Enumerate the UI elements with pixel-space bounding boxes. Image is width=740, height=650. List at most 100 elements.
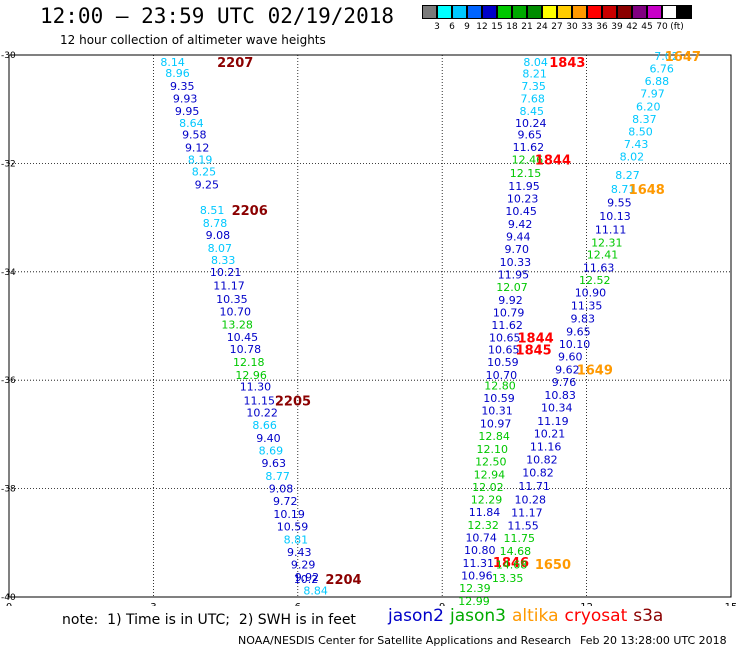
color-scale-swatch	[452, 5, 467, 19]
swh-value: 7.97	[640, 87, 665, 100]
swh-value: 7.02	[654, 50, 679, 63]
x-tick-label: 3	[150, 602, 156, 606]
swh-value: 12.10	[477, 443, 509, 456]
swh-value: 10.45	[505, 205, 537, 218]
legend-entry-s3a: s3a	[633, 606, 664, 626]
swh-value: 10.79	[493, 306, 525, 319]
swh-value: 10.74	[465, 531, 497, 544]
color-scale-swatch	[557, 5, 572, 19]
color-scale-label: 30	[566, 22, 578, 32]
swh-value: 9.72	[273, 495, 298, 508]
swh-value: 12.02	[472, 481, 504, 494]
swh-value: 10.59	[483, 392, 515, 405]
x-tick-label: 12	[580, 602, 593, 606]
swh-value: 10.80	[464, 544, 496, 557]
swh-value: 8.04	[523, 56, 548, 69]
color-scale-label: 18	[506, 22, 518, 32]
swh-value: 11.84	[469, 506, 501, 519]
swh-value: 8.37	[632, 113, 657, 126]
swh-value: 9.60	[558, 350, 583, 363]
legend-entry-altika: altika	[512, 606, 559, 626]
swh-value: 8.96	[165, 67, 190, 80]
color-scale-label: 70	[656, 22, 668, 32]
swh-value: 10.97	[480, 418, 512, 431]
swh-value: 10.34	[541, 401, 573, 414]
x-tick-label: 0	[6, 602, 12, 606]
swh-value: 9.08	[206, 229, 231, 242]
color-scale-swatch	[482, 5, 497, 19]
swh-value: 9.12	[185, 142, 210, 155]
swh-value: 10.65	[488, 343, 520, 356]
swh-value: 10.65	[489, 331, 521, 344]
swh-value: 12.18	[233, 356, 265, 369]
swh-value: 12.84	[478, 430, 510, 443]
x-tick-label: 15	[725, 602, 738, 606]
swh-value: 12.96	[235, 369, 267, 382]
color-scale-swatch	[512, 5, 527, 19]
swh-value: 10.33	[500, 256, 532, 269]
pass-time-label: 1648	[629, 183, 665, 198]
chart-subtitle: 12 hour collection of altimeter wave hei…	[60, 33, 326, 47]
swh-value: 9.93	[173, 92, 198, 105]
color-scale-label: 33	[581, 22, 593, 32]
swh-value: 11.15	[244, 394, 276, 407]
color-scale-label: 9	[464, 22, 470, 32]
plot-frame	[8, 54, 732, 598]
swh-value: 10.22	[246, 407, 278, 420]
swh-value: 11.62	[513, 141, 545, 154]
swh-value: 11.35	[571, 299, 603, 312]
swh-value: 8.51	[200, 204, 225, 217]
swh-value: 12.32	[467, 519, 499, 532]
swh-value: 12.46	[512, 154, 544, 167]
color-scale-label: 39	[611, 22, 623, 32]
credit-line: NOAA/NESDIS Center for Satellite Applica…	[238, 634, 572, 647]
swh-value: 10.21	[534, 427, 566, 440]
color-scale-swatch	[497, 5, 512, 19]
swh-value: 10.59	[277, 521, 309, 534]
swh-value: 10.82	[526, 453, 558, 466]
pass-time-label: 2204	[325, 573, 361, 588]
swh-value: 11.11	[595, 224, 627, 237]
color-scale-label: 45	[641, 22, 653, 32]
swh-value: 12.31	[591, 237, 623, 250]
swh-value: 10.70	[219, 305, 251, 318]
pass-time-label: 2205	[275, 394, 311, 409]
color-scale-swatch	[422, 5, 437, 19]
swh-value: 10.45	[227, 331, 259, 344]
color-scale-swatch	[587, 5, 602, 19]
swh-value: 9.92	[498, 294, 523, 307]
satellite-legend: jason2 jason3 altika cryosat s3a	[388, 606, 669, 626]
color-scale-label: 24	[536, 22, 548, 32]
swh-value: 10.78	[230, 343, 262, 356]
swh-value: 9.76	[552, 376, 577, 389]
swh-value: 10.96	[461, 569, 493, 582]
swh-value: 11.55	[507, 519, 539, 532]
pass-time-label: 1845	[516, 343, 552, 358]
swh-value: 12.15	[510, 167, 542, 180]
swh-value: 8.71	[611, 183, 636, 196]
swh-value: 9.35	[170, 80, 195, 93]
swh-value: 11.19	[537, 415, 569, 428]
legend-entry-cryosat: cryosat	[564, 606, 628, 626]
swh-value: 11.16	[530, 440, 562, 453]
swh-value: 8.69	[259, 445, 284, 458]
color-scale-swatch	[542, 5, 557, 19]
swh-value: 8.33	[211, 254, 236, 267]
color-scale-label: 6	[449, 22, 455, 32]
color-scale-swatch	[602, 5, 617, 19]
swh-value: 8.50	[628, 125, 653, 138]
swh-value: 9.55	[607, 196, 632, 209]
swh-value: 12.50	[475, 456, 507, 469]
swh-value: 8.19	[188, 154, 213, 167]
swh-value: 11.63	[583, 261, 615, 274]
swh-value: 9.08	[269, 483, 294, 496]
swh-value: 13.35	[492, 572, 524, 585]
color-scale-swatch	[647, 5, 662, 19]
pass-time-label: 1650	[535, 558, 571, 573]
swh-value: 12.39	[459, 582, 491, 595]
swh-value: 11.95	[498, 269, 530, 282]
swh-value: 10.2	[294, 573, 319, 586]
swh-value: 12.94	[474, 469, 506, 482]
swh-value: 9.42	[508, 218, 533, 231]
swh-value: 8.07	[208, 242, 233, 255]
